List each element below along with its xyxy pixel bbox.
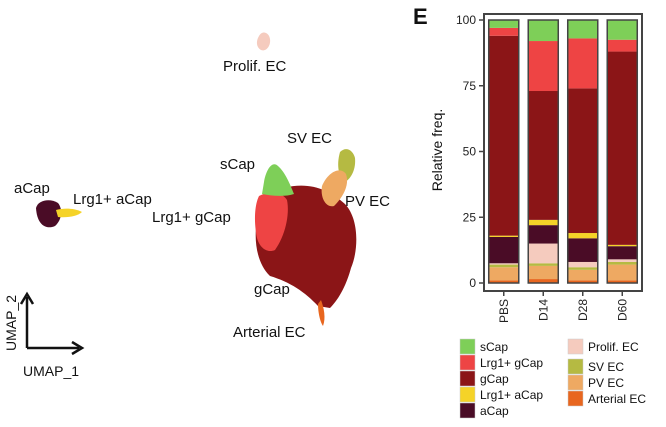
bar-segment bbox=[528, 265, 559, 280]
bar-segment bbox=[528, 219, 559, 226]
bar-y-label: Relative freq. bbox=[429, 109, 445, 191]
umap-lrg1-acap-cluster bbox=[56, 208, 82, 218]
legend: sCap Lrg1+ gCap gCap Lrg1+ aCap aCap Prolif. … bbox=[459, 338, 646, 419]
bar-segment bbox=[488, 235, 519, 237]
legend-swatch bbox=[567, 390, 584, 407]
umap-axes bbox=[19, 291, 85, 356]
bar-segment bbox=[567, 261, 598, 268]
legend-label: SV EC bbox=[588, 360, 624, 374]
bar-segment bbox=[528, 20, 559, 42]
x-tick-label: PBS bbox=[497, 299, 511, 323]
y-tick-label: 100 bbox=[456, 13, 476, 27]
y-tick-label: 25 bbox=[463, 210, 477, 224]
legend-label: gCap bbox=[480, 372, 509, 386]
bar-segment bbox=[528, 41, 559, 92]
umap-lrg1-gcap-cluster bbox=[255, 192, 288, 252]
legend-label: aCap bbox=[480, 404, 509, 418]
legend-swatch bbox=[459, 338, 476, 355]
umap-label-sv-ec: SV EC bbox=[287, 130, 332, 147]
bar-segment bbox=[488, 35, 519, 236]
x-tick-label: D14 bbox=[536, 299, 550, 321]
umap-label-pv-ec: PV EC bbox=[345, 193, 390, 210]
bar-outline bbox=[606, 19, 639, 284]
plot-frame bbox=[483, 13, 643, 292]
umap-label-lrg1-acap: Lrg1+ aCap bbox=[73, 191, 152, 208]
bar-panel: E Relative freq. 0 25 50 75 100 PBS D14 D28 D60… bbox=[413, 4, 646, 419]
bar-segment bbox=[528, 91, 559, 220]
bar-segment bbox=[607, 259, 638, 262]
bar-segment bbox=[528, 243, 559, 264]
legend-swatch bbox=[567, 374, 584, 391]
bar-segment bbox=[488, 27, 519, 36]
x-tick-label: D60 bbox=[615, 299, 629, 321]
bar-outline bbox=[487, 19, 520, 284]
y-tick-label: 0 bbox=[469, 276, 476, 290]
bar-segment bbox=[607, 244, 638, 247]
x-tick-label: D28 bbox=[576, 299, 590, 321]
umap-label-lrg1-gcap: Lrg1+ gCap bbox=[152, 209, 231, 226]
bar-segment bbox=[488, 264, 519, 268]
legend-label: Lrg1+ gCap bbox=[480, 356, 543, 370]
umap-x-arrowhead bbox=[71, 340, 85, 356]
y-tick-label: 50 bbox=[463, 145, 477, 159]
bar-segment bbox=[528, 225, 559, 244]
umap-label-prolif-ec: Prolif. EC bbox=[223, 58, 287, 75]
bar-segment bbox=[528, 279, 559, 283]
umap-label-arterial-ec: Arterial EC bbox=[233, 324, 306, 341]
bar-segment bbox=[567, 233, 598, 239]
bar-segment bbox=[567, 269, 598, 281]
bar-segment bbox=[607, 280, 638, 283]
y-axis: 0 25 50 75 100 bbox=[456, 13, 484, 290]
bar-segment bbox=[607, 246, 638, 260]
bar-segment bbox=[488, 263, 519, 265]
bar-segment bbox=[567, 20, 598, 39]
bar-segment bbox=[567, 267, 598, 270]
bar-segment bbox=[488, 267, 519, 281]
umap-x-label: UMAP_1 bbox=[23, 363, 79, 379]
legend-label: Prolif. EC bbox=[588, 340, 639, 354]
umap-y-arrowhead bbox=[19, 291, 35, 305]
umap-label-scap: sCap bbox=[220, 156, 255, 173]
bars bbox=[487, 19, 639, 284]
legend-swatch bbox=[567, 358, 584, 375]
bar-segment bbox=[488, 20, 519, 28]
legend-label: sCap bbox=[480, 340, 508, 354]
umap-scap-cluster bbox=[262, 164, 294, 196]
legend-swatch bbox=[459, 402, 476, 419]
bar-segment bbox=[567, 88, 598, 234]
umap-arterial-ec-cluster bbox=[318, 300, 325, 326]
bar-segment bbox=[488, 280, 519, 283]
legend-swatch bbox=[459, 354, 476, 371]
umap-label-acap: aCap bbox=[14, 180, 50, 197]
bar-segment bbox=[607, 51, 638, 245]
umap-label-gcap: gCap bbox=[254, 281, 290, 298]
bar-segment bbox=[607, 20, 638, 40]
umap-y-label: UMAP_2 bbox=[3, 295, 19, 351]
bar-segment bbox=[567, 38, 598, 89]
bar-segment bbox=[607, 261, 638, 265]
panel-label: E bbox=[413, 4, 428, 29]
bar-outline bbox=[566, 19, 599, 284]
bar-segment bbox=[567, 280, 598, 283]
legend-label: Lrg1+ aCap bbox=[480, 388, 543, 402]
bar-segment bbox=[567, 238, 598, 262]
bar-segment bbox=[607, 39, 638, 52]
x-axis: PBS D14 D28 D60 bbox=[497, 291, 629, 323]
legend-swatch bbox=[459, 370, 476, 387]
legend-label: PV EC bbox=[588, 376, 624, 390]
bar-segment bbox=[528, 263, 559, 266]
legend-swatch bbox=[567, 338, 584, 355]
umap-panel: Prolif. EC SV EC sCap aCap Lrg1+ aCap PV… bbox=[3, 32, 390, 379]
legend-swatch bbox=[459, 386, 476, 403]
umap-pv-ec-cluster bbox=[321, 170, 348, 207]
umap-prolif-ec-cluster bbox=[256, 32, 271, 51]
y-tick-label: 75 bbox=[463, 79, 477, 93]
bar-segment bbox=[607, 264, 638, 281]
legend-label: Arterial EC bbox=[588, 392, 646, 406]
bar-outline bbox=[527, 19, 560, 284]
bar-segment bbox=[488, 236, 519, 264]
umap-acap-cluster bbox=[36, 200, 62, 228]
